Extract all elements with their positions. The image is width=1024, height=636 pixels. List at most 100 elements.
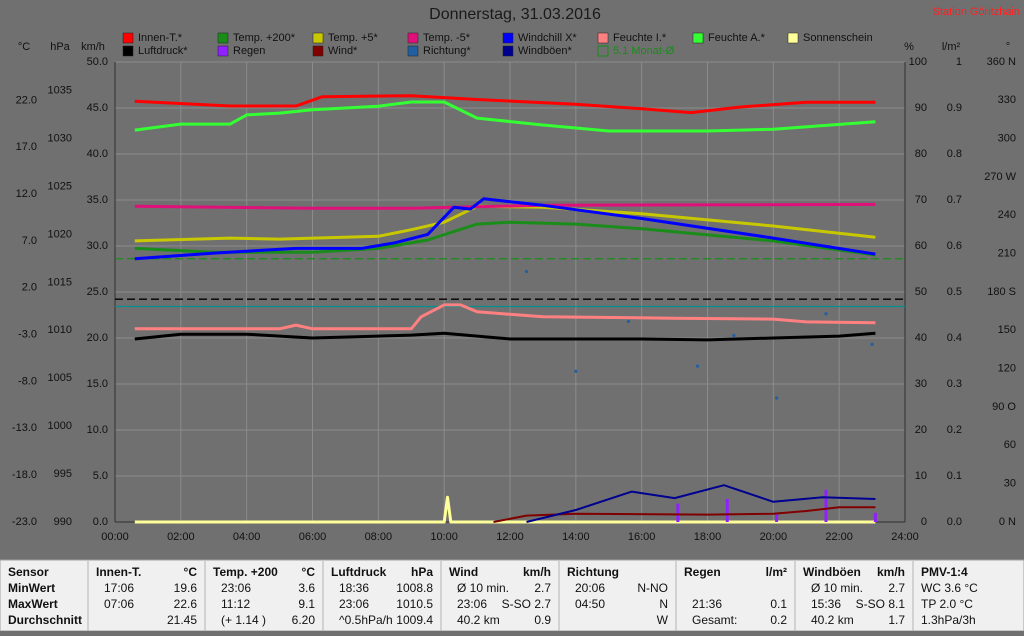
column-title: Innen-T. [96, 565, 141, 579]
y-tick-label: 1015 [48, 276, 72, 288]
y-tick-label: 35.0 [87, 194, 108, 206]
y-tick-label: 20.0 [87, 332, 108, 344]
legend-label: Feuchte I.* [613, 32, 667, 44]
legend-label: Windchill X* [518, 32, 577, 44]
y-tick-label: 15.0 [87, 378, 108, 390]
y-tick-label: 0 N [999, 516, 1016, 528]
direction-point [696, 364, 700, 368]
y-tick-label: 45.0 [87, 102, 108, 114]
cell-value: 1008.8 [396, 581, 433, 595]
cell-value: N [659, 597, 668, 611]
column-title: Windböen [803, 565, 861, 579]
legend-label: Temp. +5* [328, 32, 379, 44]
cell: WC 3.6 °C [921, 581, 978, 595]
y-tick-label: 1025 [48, 180, 72, 192]
cell: 07:06 [104, 597, 134, 611]
x-tick-label: 04:00 [233, 531, 261, 543]
column-title: PMV-1:4 [921, 565, 968, 579]
cell-value: 3.6 [298, 581, 315, 595]
cell: 21:36 [692, 597, 722, 611]
chart-background [0, 0, 1024, 560]
direction-point [626, 319, 631, 323]
y-tick-label: 1005 [48, 372, 72, 384]
axis-unit: °C [18, 41, 30, 53]
x-tick-label: 08:00 [365, 531, 393, 543]
cell: 20:06 [575, 581, 605, 595]
cell-value: 21.45 [167, 613, 197, 627]
y-tick-label: 0.0 [93, 516, 108, 528]
y-tick-label: 0.9 [947, 102, 962, 114]
legend-swatch [597, 32, 609, 44]
cell: 23:06 [221, 581, 251, 595]
y-tick-label: 40 [915, 332, 927, 344]
y-tick-label: 100 [909, 56, 927, 68]
y-tick-label: 12.0 [16, 188, 37, 200]
cell: Ø 10 min. [457, 581, 509, 595]
cell-value: 2.7 [534, 581, 551, 595]
y-tick-label: -8.0 [18, 375, 37, 387]
cell: 15:36 [811, 597, 841, 611]
legend-label: Temp. -5* [423, 32, 471, 44]
y-tick-label: -18.0 [12, 469, 37, 481]
y-tick-label: -13.0 [12, 422, 37, 434]
x-tick-label: 16:00 [628, 531, 656, 543]
column-unit: °C [302, 565, 316, 579]
cell: Gesamt: [692, 613, 737, 627]
axis-unit: % [904, 41, 914, 53]
station-name: Station Göritzhain [933, 6, 1020, 18]
legend-swatch [692, 32, 704, 44]
cell-value: 2.7 [888, 581, 905, 595]
legend-swatch [217, 45, 229, 57]
y-tick-label: 0.7 [947, 194, 962, 206]
y-tick-label: 270 W [984, 171, 1016, 183]
cell-value: S-SO 2.7 [502, 597, 552, 611]
legend-label: Innen-T.* [138, 32, 183, 44]
direction-point [574, 369, 578, 373]
y-tick-label: 300 [998, 133, 1016, 145]
y-tick-label: 0.4 [947, 332, 962, 344]
y-tick-label: 2.0 [22, 282, 37, 294]
direction-point [824, 312, 828, 316]
cell: TP 2.0 °C [921, 597, 973, 611]
cell-value: 0.9 [534, 613, 551, 627]
y-tick-label: 0.8 [947, 148, 962, 160]
y-tick-label: 0.3 [947, 378, 962, 390]
legend-swatch [122, 45, 134, 57]
stats-table: Sensor MinWert MaxWert Durchschnitt Innen-T.… [8, 561, 978, 631]
series-line [134, 303, 876, 331]
legend-label: Regen [233, 45, 265, 57]
y-tick-label: 30 [915, 378, 927, 390]
y-tick-label: 80 [915, 148, 927, 160]
direction-point [870, 342, 874, 346]
rain-bar [824, 489, 828, 522]
y-tick-label: 1000 [48, 420, 72, 432]
direction-point [524, 269, 529, 274]
y-tick-label: 0.0 [947, 516, 962, 528]
series-line [526, 484, 876, 523]
cell-value: 9.1 [298, 597, 315, 611]
column-title: Sensor [8, 565, 49, 579]
cell: 04:50 [575, 597, 605, 611]
cell-value: 22.6 [174, 597, 198, 611]
cell: ^0.5hPa/h [339, 613, 393, 627]
y-tick-label: 1010 [48, 324, 72, 336]
legend-label: Windböen* [518, 45, 573, 57]
y-tick-label: 90 [915, 102, 927, 114]
cell-value: N-NO [637, 581, 668, 595]
y-tick-label: 990 [54, 516, 72, 528]
y-tick-label: 90 O [992, 401, 1016, 413]
cell: 11:12 [221, 597, 250, 611]
legend-swatch [407, 45, 419, 57]
cell-value: 6.20 [292, 613, 316, 627]
y-tick-label: 10.0 [87, 424, 108, 436]
cell: MinWert [8, 581, 55, 595]
cell: 40.2 km [811, 613, 854, 627]
series-line [134, 495, 876, 524]
x-tick-label: 14:00 [562, 531, 590, 543]
y-tick-label: 70 [915, 194, 927, 206]
chart-title: Donnerstag, 31.03.2016 [429, 6, 601, 23]
x-tick-label: 24:00 [891, 531, 919, 543]
axis-unit: l/m² [942, 41, 961, 53]
cell-value: 0.1 [770, 597, 787, 611]
